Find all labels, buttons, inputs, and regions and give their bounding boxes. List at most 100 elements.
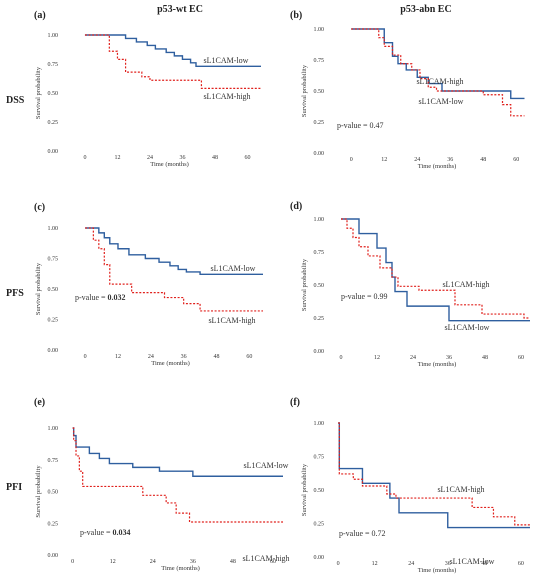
y-tick-label: 0.75 [314,455,325,461]
km-curve-high [84,34,261,89]
x-tick-label: 0 [340,355,343,361]
x-tick-label: 0 [84,354,87,360]
y-axis-label: Survival probability [301,463,308,516]
km-curve-high [72,427,283,523]
km-curve-high [341,218,530,319]
row-title-dss: DSS [6,95,25,106]
y-tick-label: 0.50 [48,287,59,293]
km-curve-low [85,227,263,276]
y-axis-label: Survival probability [301,64,308,117]
y-tick-label: 0.75 [48,62,59,68]
x-axis-label: Time (months) [151,360,190,367]
x-tick-label: 48 [230,559,236,565]
y-tick-label: 1.00 [314,27,325,33]
x-tick-label: 0 [337,561,340,567]
series-label-low: sL1CAM-low [450,557,495,566]
y-tick-label: 0.50 [314,283,325,289]
panel-letter: (f) [290,397,300,408]
row-title-pfi: PFI [6,482,22,493]
y-tick-label: 0.75 [314,250,325,256]
y-tick-label: 0.25 [314,522,325,528]
x-tick-label: 0 [71,559,74,565]
x-tick-label: 36 [190,559,196,565]
x-axis-label: Time (months) [418,361,457,368]
y-tick-label: 0.75 [48,458,59,464]
km-curve-high [85,227,263,312]
km-panel-f: (f) Survival probability 0.00 0.25 0.50 0.75 1… [290,397,530,574]
x-tick-label: 36 [447,157,453,163]
x-tick-label: 24 [150,559,156,565]
y-tick-label: 0.25 [48,120,59,126]
series-label-low: sL1CAM-low [419,97,464,106]
y-tick-label: 1.00 [314,421,325,427]
x-tick-label: 60 [513,157,519,163]
x-tick-label: 48 [480,157,486,163]
x-tick-label: 24 [147,155,153,161]
x-tick-label: 12 [115,354,121,360]
x-tick-label: 36 [179,155,185,161]
km-curve-low [84,34,261,68]
y-tick-label: 0.00 [48,149,59,155]
p-value-text: p-value = 0.99 [341,292,388,301]
x-tick-label: 48 [212,155,218,161]
km-curve-high [338,422,530,526]
y-tick-label: 0.75 [48,257,59,263]
series-label-high: sL1CAM-high [442,280,489,289]
y-tick-label: 0.00 [314,555,325,561]
x-tick-label: 24 [414,157,420,163]
p-value-text: p-value = 0.032 [75,293,126,302]
y-tick-label: 0.75 [314,58,325,64]
panel-letter: (e) [34,397,45,408]
series-label-low: sL1CAM-low [211,264,256,273]
km-curve-low [338,422,530,529]
x-axis-label: Time (months) [150,161,189,168]
y-tick-label: 1.00 [48,426,59,432]
x-tick-label: 12 [374,355,380,361]
series-label-high: sL1CAM-high [242,554,289,563]
series-label-low: sL1CAM-low [244,461,289,470]
y-tick-label: 0.50 [48,490,59,496]
y-tick-label: 0.50 [48,91,59,97]
km-panel-e: (e) Survival probability 0.00 0.25 0.50 0.75 1… [34,397,290,572]
x-axis-label: Time (months) [418,163,457,170]
y-tick-label: 1.00 [48,226,59,232]
y-tick-label: 0.25 [314,120,325,126]
y-tick-label: 1.00 [314,217,325,223]
km-panel-a: (a) Survival probability 0.00 0.25 0.50 0.75 1… [34,10,261,168]
x-tick-label: 48 [481,561,487,567]
x-tick-label: 12 [372,561,378,567]
x-tick-label: 60 [270,559,276,565]
panel-letter: (a) [34,10,46,21]
x-tick-label: 0 [350,157,353,163]
x-tick-label: 60 [518,561,524,567]
p-value-text: p-value = 0.72 [339,529,386,538]
x-tick-label: 24 [148,354,154,360]
km-panel-d: (d) Survival probability 0.00 0.25 0.50 0.75 1… [290,201,530,368]
y-tick-label: 0.00 [314,349,325,355]
y-axis-label: Survival probability [35,262,42,315]
series-label-high: sL1CAM-high [416,77,463,86]
p-value-text: p-value = 0.034 [80,528,131,537]
km-panel-c: (c) Survival probability 0.00 0.25 0.50 0.75 1… [34,202,263,367]
column-title-p53-abn: p53-abn EC [400,4,451,15]
km-curve-low [351,28,525,100]
y-axis-label: Survival probability [35,465,42,518]
x-tick-label: 48 [213,354,219,360]
panel-letter: (b) [290,10,302,21]
km-curve-low [341,218,530,322]
series-label-high: sL1CAM-high [208,316,255,325]
column-title-p53-wt: p53-wt EC [157,4,203,15]
row-title-pfs: PFS [6,288,24,299]
x-tick-label: 48 [482,355,488,361]
x-tick-label: 12 [114,155,120,161]
x-tick-label: 36 [445,561,451,567]
x-tick-label: 60 [244,155,250,161]
x-tick-label: 36 [446,355,452,361]
series-label-high: sL1CAM-high [437,485,484,494]
y-tick-label: 0.00 [48,553,59,559]
series-label-high: sL1CAM-high [203,92,250,101]
y-tick-label: 0.25 [48,521,59,527]
x-axis-label: Time (months) [161,565,200,572]
x-tick-label: 12 [110,559,116,565]
